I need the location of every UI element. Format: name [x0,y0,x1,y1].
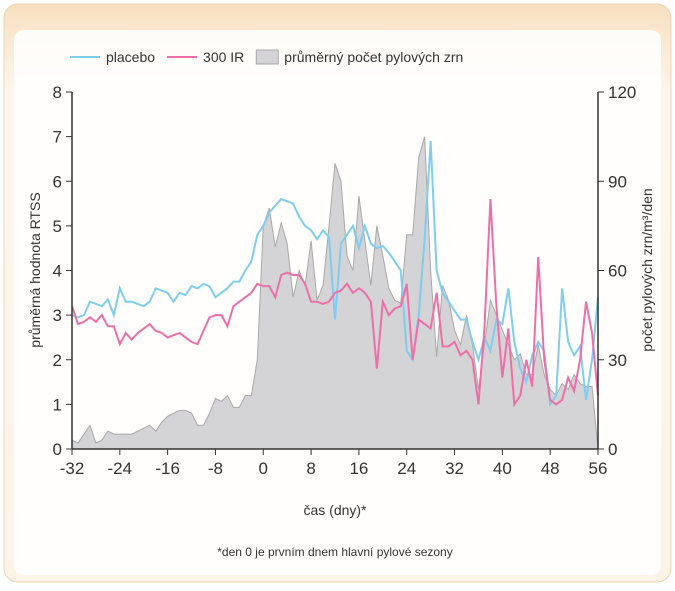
x-tick-label: 8 [306,459,315,478]
y-tick-label: 6 [53,172,62,191]
y-tick-label: 3 [53,306,62,325]
series-line [71,199,599,408]
legend-label: placebo [106,49,155,65]
legend-label: průměrný počet pylových zrn [284,49,463,65]
x-tick-label: 24 [397,459,416,478]
y-tick-label: 0 [53,440,62,459]
y2-tick-label: 0 [608,440,617,459]
y-tick-label: 8 [53,83,62,102]
x-tick-label: 32 [445,459,464,478]
y-tick-label: 4 [53,262,62,281]
y2-tick-label: 90 [608,172,627,191]
series-line [71,141,599,408]
x-tick-label: 16 [349,459,368,478]
y2-tick-label: 60 [608,262,627,281]
y2-tick-label: 120 [608,83,636,102]
y-axis-label: průměrná hodnota RTSS [27,192,43,347]
x-tick-label: 40 [493,459,512,478]
x-tick-label: 48 [541,459,560,478]
legend-label: 300 IR [203,49,244,65]
x-tick-label: -24 [108,459,133,478]
y2-axis-label: počet pylových zrn/m³/den [639,188,655,351]
x-tick-label: -16 [155,459,180,478]
x-tick-label: 0 [259,459,268,478]
x-tick-label: 56 [589,459,608,478]
y-tick-label: 5 [53,217,62,236]
x-tick-label: -32 [60,459,85,478]
x-tick-label: -8 [208,459,223,478]
y-tick-label: 7 [53,128,62,147]
y-tick-label: 1 [53,395,62,414]
y-tick-label: 2 [53,351,62,370]
x-axis-label: čas (dny)* [303,502,367,518]
legend-swatch [255,49,279,65]
footnote: *den 0 je prvním dnem hlavní pylové sezo… [217,545,452,559]
y2-tick-label: 30 [608,351,627,370]
